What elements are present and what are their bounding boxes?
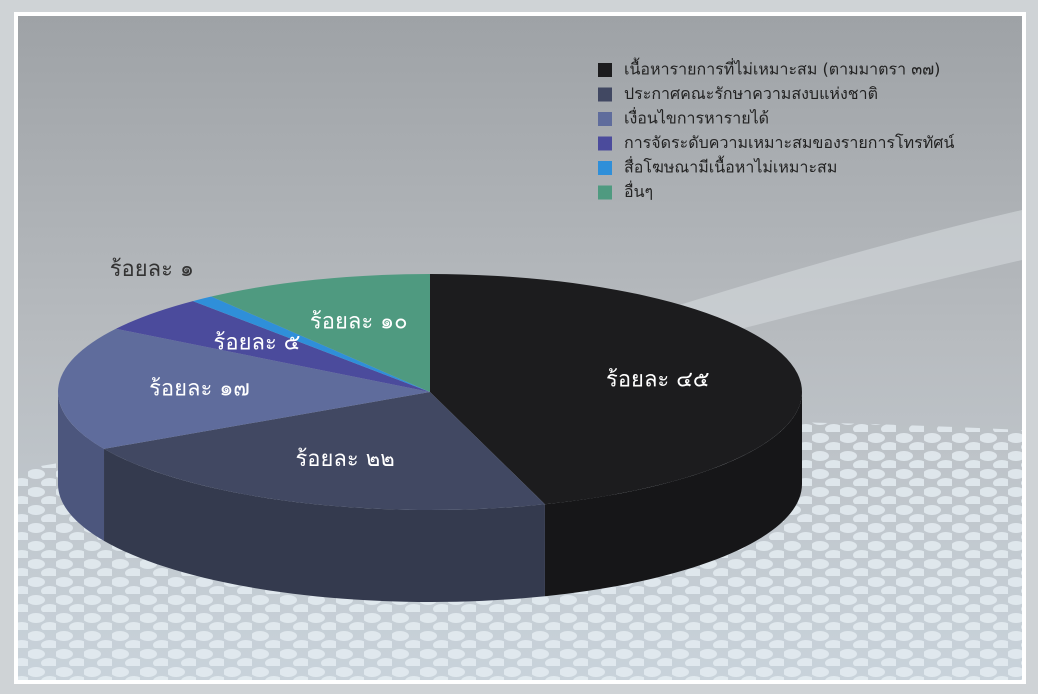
- slice-side: [544, 392, 802, 597]
- legend-label: อื่นๆ: [624, 180, 653, 201]
- legend-label: เนื้อหารายการที่ไม่เหมาะสม (ตามมาตรา ๓๗): [624, 58, 940, 79]
- slice: [192, 296, 430, 392]
- slice: [57, 328, 430, 449]
- slice: [211, 274, 430, 392]
- pie: ร้อยละ ๔๕ร้อยละ ๒๒ ร้อยละ ๑๗ ร้อยละ ๕ ร้อยล…: [57, 257, 802, 602]
- value-label: ร้อยละ ๕: [214, 331, 301, 356]
- value-label: ร้อยละ ๑๐: [310, 309, 408, 334]
- legend-swatch: [598, 63, 612, 77]
- legend-label: เงื่อนไขการหารายได้: [624, 107, 769, 128]
- slice: [115, 301, 431, 392]
- legend-swatch: [598, 185, 612, 200]
- slice: [430, 274, 802, 505]
- slice-side: [58, 392, 105, 541]
- value-label: ร้อยละ ๑: [110, 257, 194, 282]
- value-label: ร้อยละ ๒๒: [295, 447, 394, 472]
- legend-swatch: [598, 136, 612, 151]
- legend-label: ประกาศคณะรักษาความสงบแห่งชาติ: [624, 84, 878, 103]
- value-label: ร้อยละ ๔๕: [606, 368, 710, 393]
- legend-label: การจัดระดับความเหมาะสมของรายการโทรทัศน์: [624, 133, 955, 152]
- slice: [104, 392, 545, 510]
- slice-side: [104, 448, 545, 602]
- value-label: ร้อยละ ๑๗: [149, 377, 250, 402]
- legend-swatch: [598, 112, 612, 126]
- legend: เนื้อหารายการที่ไม่เหมาะสม (ตามมาตรา ๓๗)…: [598, 58, 955, 201]
- legend-label: สื่อโฆษณามีเนื้อหาไม่เหมาะสม: [624, 156, 837, 177]
- legend-swatch: [598, 87, 612, 102]
- legend-swatch: [598, 161, 612, 175]
